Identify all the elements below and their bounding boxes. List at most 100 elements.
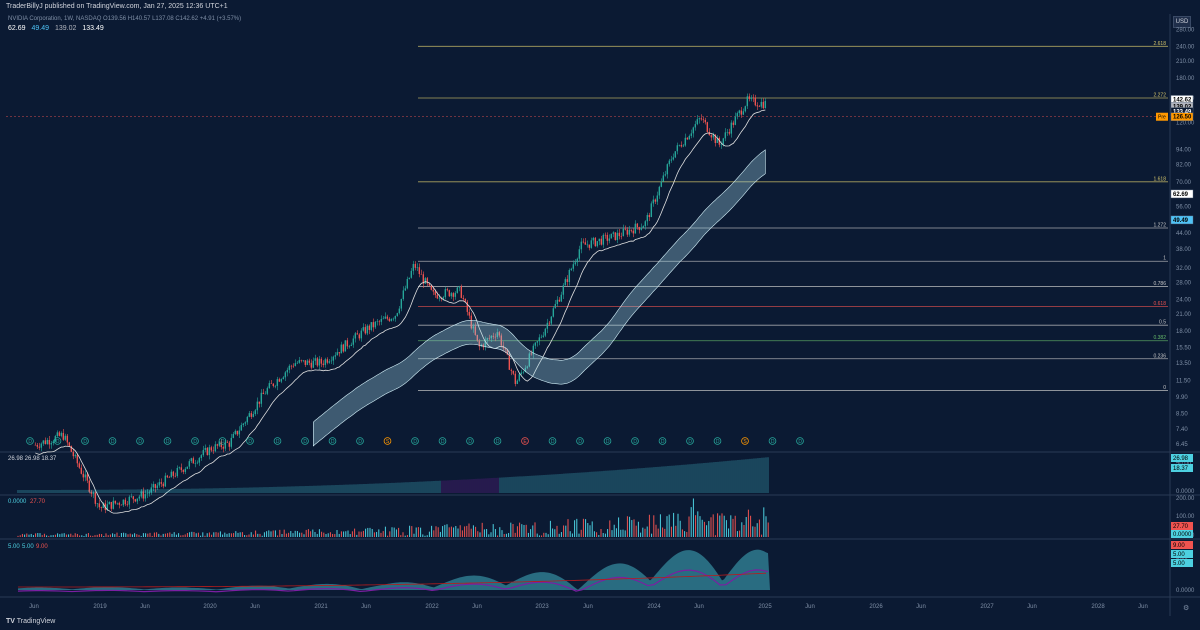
event-marker-13[interactable] <box>383 437 392 445</box>
event-marker-16[interactable] <box>466 437 474 445</box>
candle <box>74 454 77 457</box>
panel2-legend-a: 0.0000 <box>8 499 27 505</box>
candle <box>330 360 333 362</box>
event-marker-26[interactable] <box>741 437 749 445</box>
event-marker-6[interactable] <box>191 437 199 445</box>
candle <box>634 223 637 234</box>
candle <box>42 440 45 444</box>
event-marker-17[interactable] <box>493 437 502 445</box>
candle <box>670 159 673 161</box>
event-marker-label-9: D <box>276 439 280 445</box>
event-marker-14[interactable] <box>411 437 419 445</box>
event-marker-label-27: D <box>771 439 775 445</box>
candle <box>188 461 191 467</box>
price-tick-2: 210.00 <box>1176 59 1195 65</box>
event-marker-3[interactable] <box>108 437 117 445</box>
candle <box>496 332 499 338</box>
event-marker-0[interactable] <box>26 437 34 445</box>
candle <box>204 447 207 450</box>
candle <box>432 289 435 292</box>
candle <box>746 96 749 107</box>
event-marker-2[interactable] <box>81 437 89 445</box>
event-marker-20[interactable] <box>576 437 584 445</box>
event-marker-23[interactable] <box>658 437 667 445</box>
publish-note: TraderBillyJ published on TradingView.co… <box>6 3 228 10</box>
event-marker-8[interactable] <box>246 437 254 445</box>
event-marker-5[interactable] <box>163 437 172 445</box>
candle <box>680 144 683 147</box>
candle <box>46 439 49 444</box>
event-marker-4[interactable] <box>136 437 144 445</box>
candle <box>664 174 667 176</box>
currency-button[interactable]: USD <box>1173 16 1191 28</box>
price-tick-3: 180.00 <box>1176 76 1195 82</box>
candle <box>434 291 437 295</box>
event-marker-19[interactable] <box>548 437 557 445</box>
time-tick-18: Jun <box>1027 604 1037 610</box>
candle <box>568 269 571 282</box>
candle <box>304 360 307 365</box>
event-marker-12[interactable] <box>356 437 364 445</box>
candle <box>484 339 487 348</box>
candle <box>72 451 75 457</box>
event-marker-label-23: D <box>661 439 665 445</box>
candle <box>36 444 39 447</box>
time-tick-19: 2028 <box>1091 604 1105 610</box>
time-tick-14: Jun <box>805 604 815 610</box>
candle <box>360 330 363 339</box>
event-marker-9[interactable] <box>273 437 282 445</box>
candle <box>488 338 491 339</box>
candle <box>312 360 315 368</box>
candle <box>614 232 617 241</box>
time-tick-13: 2025 <box>758 604 772 610</box>
candle <box>704 119 707 123</box>
event-marker-18[interactable] <box>521 437 529 445</box>
candle <box>658 186 661 196</box>
candle <box>94 492 97 504</box>
candle <box>308 360 311 363</box>
event-marker-25[interactable] <box>713 437 722 445</box>
event-marker-10[interactable] <box>301 437 309 445</box>
candle <box>398 308 401 314</box>
candle <box>82 473 85 478</box>
event-marker-1[interactable] <box>53 437 62 445</box>
tradingview-logo[interactable]: TV TradingView <box>6 618 55 625</box>
event-marker-11[interactable] <box>328 437 337 445</box>
panel3-legend-c: 9.00 <box>36 544 48 550</box>
candle <box>136 498 139 502</box>
panel3-badge-1 <box>1171 550 1193 558</box>
candle <box>254 410 257 415</box>
candle <box>184 468 187 472</box>
event-marker-24[interactable] <box>686 437 694 445</box>
candle <box>156 485 159 489</box>
event-marker-28[interactable] <box>796 437 804 445</box>
candle <box>706 122 709 132</box>
candle <box>436 294 439 299</box>
candle <box>628 229 631 235</box>
event-marker-15[interactable] <box>438 437 447 445</box>
event-marker-label-12: D <box>358 439 362 445</box>
candle <box>444 289 447 298</box>
time-tick-2: Jun <box>140 604 150 610</box>
event-marker-27[interactable] <box>768 437 777 445</box>
candle <box>140 491 143 497</box>
candle <box>616 232 619 241</box>
event-marker-22[interactable] <box>631 437 639 445</box>
candle <box>524 367 527 372</box>
price-chart[interactable]: 280.00240.00210.00180.00150.00120.0094.0… <box>0 14 1200 616</box>
candle <box>732 122 735 125</box>
candle <box>712 134 715 138</box>
candle <box>192 458 195 464</box>
panel1-badge-1 <box>1171 464 1193 472</box>
settings-gear-icon[interactable]: ⚙ <box>1183 605 1190 612</box>
event-marker-7[interactable] <box>218 437 227 445</box>
candle <box>446 289 449 291</box>
event-marker-label-8: D <box>248 439 252 445</box>
candle <box>194 463 197 464</box>
candle <box>636 223 639 228</box>
candle <box>388 318 391 321</box>
time-tick-7: 2022 <box>425 604 439 610</box>
time-tick-6: Jun <box>361 604 371 610</box>
candle <box>638 227 641 230</box>
event-marker-21[interactable] <box>603 437 612 445</box>
